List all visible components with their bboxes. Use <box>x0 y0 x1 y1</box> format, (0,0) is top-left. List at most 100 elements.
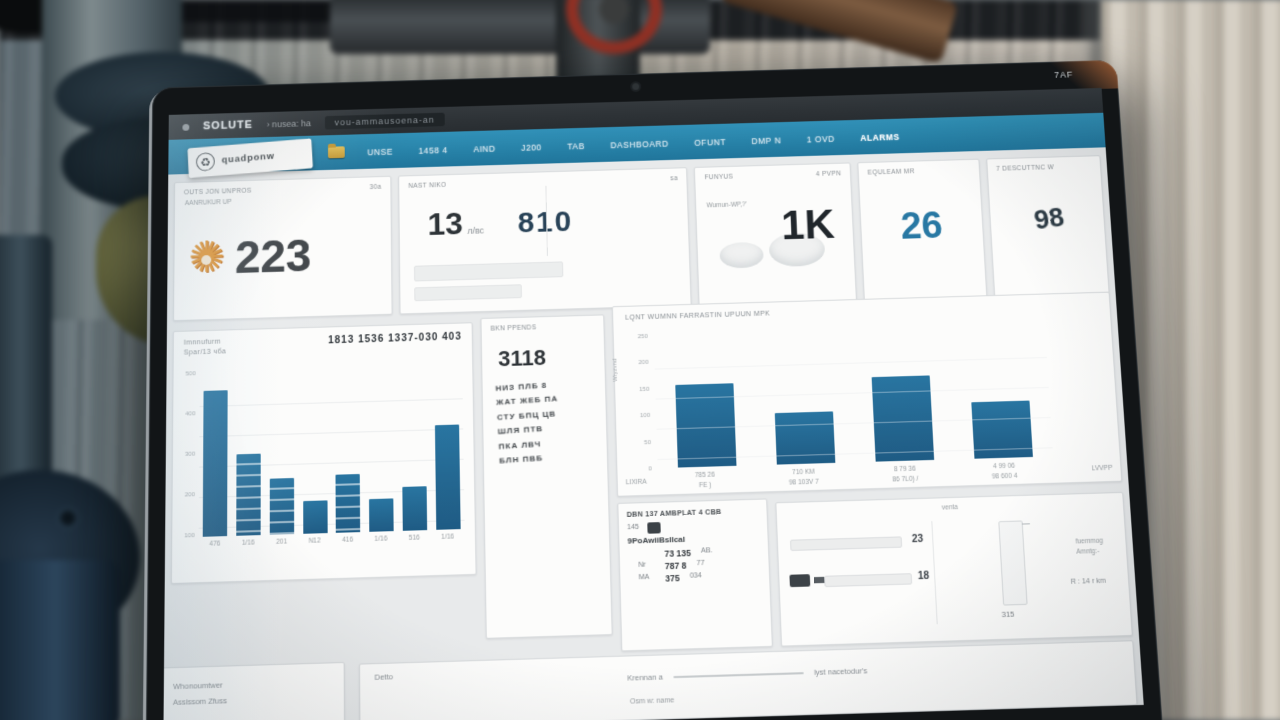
panel-title: Detto <box>374 671 393 682</box>
bar <box>971 400 1033 459</box>
table-sub: 145 <box>627 523 640 532</box>
dashboard-screen: SOLUTE › nusea: ha vou-ammausoena-an UNS… <box>163 87 1144 720</box>
gauges-panel: venta 23 18 315 fuemmog Amntg:- R : 14 r… <box>775 491 1133 647</box>
y-tick: 0 <box>648 466 652 473</box>
y-tick: 100 <box>639 412 651 420</box>
browser-logo-icon <box>182 123 190 131</box>
gauge-value: 18 <box>917 570 930 583</box>
text-line: Assissom Zfuss <box>172 695 228 708</box>
document-icon[interactable] <box>646 522 661 534</box>
x-tick: 516 <box>408 534 420 542</box>
x-tick: 416 <box>342 536 354 544</box>
text-line: Whonoumtwer <box>173 680 223 692</box>
bottom-left-panel: Whonoumtwer Assissom Zfuss <box>163 661 345 720</box>
nav-item[interactable]: TAB <box>567 141 585 152</box>
nav-item[interactable]: OFUNT <box>693 137 727 148</box>
nav-item[interactable]: UNSE <box>367 146 394 158</box>
y-tick: 300 <box>184 451 196 458</box>
bar <box>302 500 328 534</box>
bar <box>675 383 737 468</box>
bar <box>774 411 836 465</box>
x-tick: 201 <box>276 538 288 546</box>
x-tick: 1/16 <box>374 535 388 543</box>
nav-item[interactable]: DMP N <box>751 135 782 147</box>
x-tick: N12 <box>308 537 321 545</box>
nav-item[interactable]: AIND <box>473 143 496 155</box>
left-pipe <box>0 235 52 495</box>
kpi-card-rates: NAST NIKO sa 13 л/вс 810 <box>398 167 693 315</box>
card-title: EQULEAM MR <box>867 168 915 177</box>
kpi-unit: л/вс <box>467 225 485 236</box>
kpi-card-98: 7 DESCUTTNC W 98 <box>985 155 1110 297</box>
gauge-value: 23 <box>911 533 924 546</box>
recycle-logo-icon: ♻ <box>195 151 216 172</box>
nav-item[interactable]: 1 OVD <box>806 134 835 145</box>
chart-plot <box>198 369 465 537</box>
card-badge[interactable]: sa <box>670 175 679 183</box>
bar <box>369 498 394 532</box>
note: R : 14 r km <box>1070 577 1106 586</box>
row-label: Krennan a <box>627 672 663 683</box>
url-field[interactable]: vou-ammausoena-an <box>324 112 445 130</box>
gauge-value: 315 <box>1001 609 1015 620</box>
bottom-main-panel: Detto Krennan a lyst nacetodur's Osm w: … <box>359 640 1138 720</box>
row-value: lyst nacetodur's <box>813 666 868 678</box>
browser-brand: SOLUTE <box>203 119 253 133</box>
x-tick: 8 79 36 86 7L0) / <box>892 465 919 484</box>
y-tick: 500 <box>185 371 196 378</box>
folder-icon[interactable] <box>327 146 345 159</box>
webcam-icon <box>632 83 640 91</box>
bottom-pipe <box>0 560 120 720</box>
kpi-card-26: EQULEAM MR 26 <box>857 158 987 301</box>
placeholder-bar <box>414 261 564 282</box>
left-bar-chart-panel: Imnnufurm Spar/13 чба 1813 1536 1337-030… <box>170 322 477 585</box>
kpi-value: 1K <box>780 200 836 249</box>
divider <box>931 521 938 625</box>
nav-item[interactable]: ALARMS <box>860 132 900 143</box>
x-tick: 1/16 <box>441 533 455 541</box>
kpi-card-orders: OUTS JON UNPROS 30a AANRUKUR UP ✺ 223 <box>172 175 393 322</box>
y-tick: 400 <box>185 411 196 418</box>
equipment-icon <box>789 574 811 588</box>
y-tick: 250 <box>637 333 648 341</box>
nav-item[interactable]: 1458 4 <box>418 145 448 156</box>
mid-stats-panel: BKN PPENDS 3118 НИЗ ПЛБ 8 ЖАТ ЖЕБ ПА СТУ Б… <box>480 314 613 639</box>
y-tick: 100 <box>184 532 195 540</box>
x-tick: 476 <box>209 540 221 548</box>
panel-title: venta <box>941 503 959 512</box>
card-title: NAST NIKO <box>408 181 447 190</box>
bar <box>203 390 229 537</box>
mini-table-panel: DBN 137 AMBPLAT 4 CBB 145 9PoAwiiBsIlcal… <box>617 498 773 652</box>
note: Amntg:- <box>1076 548 1100 557</box>
chart-plot <box>653 328 1054 469</box>
chart-figures: 1813 1536 1337-030 403 <box>328 331 462 347</box>
x-tick: 4 99 06 98 600 4 <box>991 462 1018 481</box>
progress-rule <box>672 671 804 678</box>
axis-side-label: LIXIRA <box>625 478 647 487</box>
kpi-value: 26 <box>899 205 944 248</box>
nav-item[interactable]: DASHBOARD <box>610 138 669 151</box>
kpi-value: 98 <box>1031 202 1066 236</box>
kpi-value: 13 <box>427 205 464 242</box>
note: fuemmog <box>1075 537 1104 546</box>
y-tick: 50 <box>644 439 652 446</box>
kpi-card-clouds: FUNYUS 4 PVPN Wumun-WP,?' 1K <box>694 162 858 306</box>
laptop: 7AF SOLUTE › nusea: ha vou-ammausoena-an… <box>145 59 1166 720</box>
placeholder-bar <box>414 284 523 302</box>
right-bar-chart-panel: LQNT WUMNN FARRASTIN UPUUN MPK 250 200 150… <box>611 291 1123 497</box>
bar <box>434 424 461 530</box>
row-sub: Osm w: name <box>629 697 675 706</box>
gear-burst-icon: ✺ <box>188 233 226 283</box>
y-axis-label: Wryzvnd <box>612 358 619 382</box>
y-tick: 200 <box>184 492 195 499</box>
chart-title: Imnnufurm <box>183 338 221 347</box>
chart-subtitle: Spar/13 чба <box>183 348 227 357</box>
browser-tab[interactable]: › nusea: ha <box>266 118 311 130</box>
bar-series <box>199 369 465 537</box>
x-tick: 710 KM 98 103V 7 <box>788 468 819 487</box>
x-tick: 785 26 FE ) <box>694 471 716 490</box>
vertical-gauge <box>998 520 1028 606</box>
bar-series <box>654 328 1053 468</box>
nav-item[interactable]: J200 <box>521 142 542 153</box>
